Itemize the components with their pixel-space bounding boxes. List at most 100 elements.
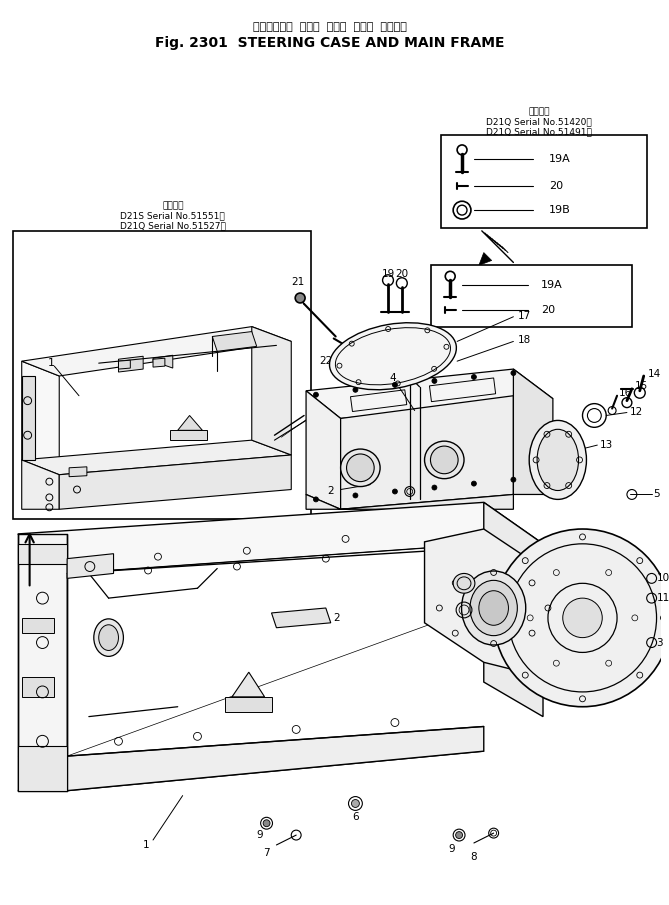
Text: 19A: 19A xyxy=(541,281,563,291)
Text: 12: 12 xyxy=(630,406,643,416)
Text: 3: 3 xyxy=(656,637,663,648)
Circle shape xyxy=(511,370,516,376)
Circle shape xyxy=(393,383,397,387)
Polygon shape xyxy=(18,544,67,564)
Circle shape xyxy=(472,481,476,486)
Ellipse shape xyxy=(330,323,456,390)
Text: 17: 17 xyxy=(517,310,531,320)
Ellipse shape xyxy=(430,446,458,473)
Polygon shape xyxy=(153,356,173,368)
Polygon shape xyxy=(513,369,553,494)
Circle shape xyxy=(511,477,516,482)
Polygon shape xyxy=(118,357,143,372)
Circle shape xyxy=(295,293,305,303)
Text: 6: 6 xyxy=(352,813,359,823)
Circle shape xyxy=(563,598,602,638)
Text: D21Q Serial No.51527～: D21Q Serial No.51527～ xyxy=(120,221,225,230)
Text: 21: 21 xyxy=(292,277,305,287)
Polygon shape xyxy=(442,135,647,228)
Ellipse shape xyxy=(462,571,526,645)
Text: 9: 9 xyxy=(448,843,455,854)
Text: D21Q Serial No.51420～: D21Q Serial No.51420～ xyxy=(486,118,592,127)
Text: 19B: 19B xyxy=(549,205,571,215)
Polygon shape xyxy=(225,697,272,711)
Circle shape xyxy=(432,485,437,490)
Circle shape xyxy=(351,799,359,807)
Polygon shape xyxy=(60,455,291,510)
Text: 適用号機: 適用号機 xyxy=(529,108,550,117)
Polygon shape xyxy=(153,358,165,367)
Polygon shape xyxy=(232,672,265,697)
Ellipse shape xyxy=(341,449,380,487)
Polygon shape xyxy=(18,747,67,791)
Ellipse shape xyxy=(470,580,517,635)
Text: 5: 5 xyxy=(654,490,660,500)
Circle shape xyxy=(314,497,318,502)
Polygon shape xyxy=(306,369,553,418)
Polygon shape xyxy=(252,327,291,455)
Polygon shape xyxy=(13,231,311,519)
Polygon shape xyxy=(21,618,54,633)
Text: ステアリング  ケース  および  メイン  フレーム: ステアリング ケース および メイン フレーム xyxy=(253,22,407,32)
Text: 20: 20 xyxy=(549,181,563,192)
Polygon shape xyxy=(18,751,484,791)
Circle shape xyxy=(456,832,462,839)
Circle shape xyxy=(393,489,397,494)
Polygon shape xyxy=(425,529,543,677)
Polygon shape xyxy=(306,494,513,510)
Polygon shape xyxy=(118,360,130,369)
Polygon shape xyxy=(18,534,67,756)
Text: 14: 14 xyxy=(648,369,661,379)
Text: Fig. 2301  STEERING CASE AND MAIN FRAME: Fig. 2301 STEERING CASE AND MAIN FRAME xyxy=(155,36,504,51)
Ellipse shape xyxy=(347,454,374,481)
Polygon shape xyxy=(479,252,492,265)
Polygon shape xyxy=(432,265,632,327)
Text: 8: 8 xyxy=(470,852,477,862)
Polygon shape xyxy=(178,415,203,430)
Polygon shape xyxy=(21,460,60,510)
Circle shape xyxy=(263,820,270,826)
Polygon shape xyxy=(306,391,341,510)
Text: 13: 13 xyxy=(600,440,613,450)
Polygon shape xyxy=(21,440,291,475)
Text: 16: 16 xyxy=(619,387,632,398)
Circle shape xyxy=(314,392,318,397)
Circle shape xyxy=(353,493,358,498)
Polygon shape xyxy=(272,608,330,628)
Text: 2: 2 xyxy=(327,485,334,496)
Text: 7: 7 xyxy=(264,848,270,858)
Polygon shape xyxy=(170,430,207,440)
Text: 10: 10 xyxy=(656,574,669,584)
Circle shape xyxy=(472,375,476,379)
Text: 9: 9 xyxy=(256,830,263,840)
Text: 20: 20 xyxy=(395,270,408,280)
Ellipse shape xyxy=(529,421,587,500)
Text: 1: 1 xyxy=(142,840,149,850)
Ellipse shape xyxy=(479,591,508,625)
Text: 22: 22 xyxy=(319,357,332,367)
Text: 20: 20 xyxy=(541,305,555,315)
Text: 4: 4 xyxy=(389,373,396,383)
Text: 15: 15 xyxy=(635,381,648,391)
Text: 18: 18 xyxy=(517,336,531,346)
Polygon shape xyxy=(21,376,35,460)
Text: D21Q Serial No.51491－: D21Q Serial No.51491－ xyxy=(486,128,592,136)
Polygon shape xyxy=(21,327,291,376)
Polygon shape xyxy=(69,467,87,477)
Text: 19: 19 xyxy=(381,270,395,280)
Ellipse shape xyxy=(453,574,475,593)
Circle shape xyxy=(353,387,358,392)
Polygon shape xyxy=(341,395,513,510)
Text: 19A: 19A xyxy=(549,154,571,164)
Polygon shape xyxy=(67,554,114,578)
Ellipse shape xyxy=(94,619,123,656)
Polygon shape xyxy=(21,361,60,475)
Polygon shape xyxy=(67,727,484,791)
Polygon shape xyxy=(21,677,54,697)
Polygon shape xyxy=(18,502,543,574)
Circle shape xyxy=(432,378,437,384)
Text: D21S Serial No.51551－: D21S Serial No.51551－ xyxy=(120,211,225,220)
Polygon shape xyxy=(18,756,67,791)
Ellipse shape xyxy=(425,441,464,479)
Ellipse shape xyxy=(537,429,579,491)
